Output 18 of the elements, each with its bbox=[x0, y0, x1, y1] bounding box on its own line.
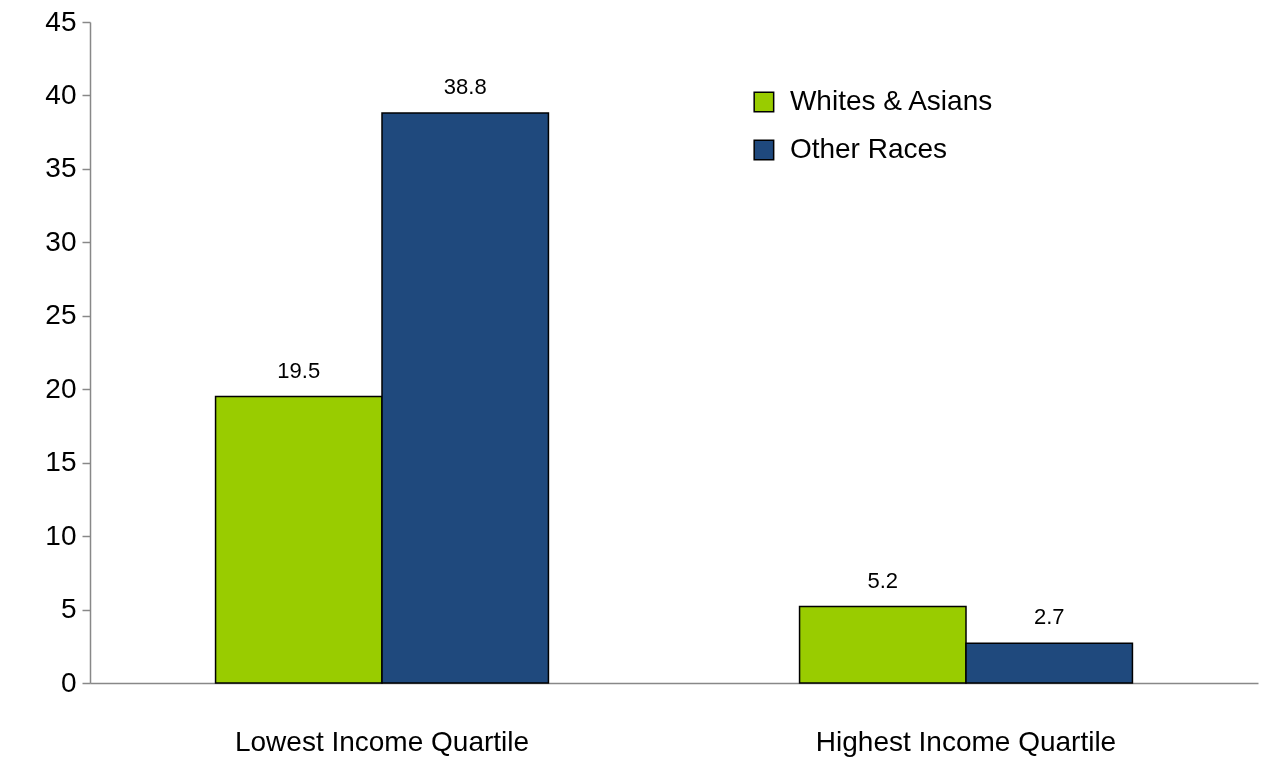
x-tick-label: Lowest Income Quartile bbox=[234, 725, 530, 757]
data-label: 19.5 bbox=[277, 357, 321, 383]
y-tick-label: 45 bbox=[45, 5, 77, 37]
y-tick-label: 35 bbox=[45, 152, 77, 184]
y-tick-label: 5 bbox=[60, 593, 77, 625]
legend-label: Whites & Asians bbox=[789, 85, 993, 117]
data-label: 5.2 bbox=[867, 567, 899, 593]
data-label: 2.7 bbox=[1033, 604, 1065, 630]
legend-label: Other Races bbox=[789, 133, 948, 165]
y-tick-label: 10 bbox=[45, 519, 77, 551]
x-tick-label: Highest Income Quartile bbox=[815, 725, 1117, 757]
y-tick-label: 25 bbox=[45, 299, 77, 331]
data-label: 38.8 bbox=[443, 74, 487, 100]
y-tick-label: 40 bbox=[45, 78, 77, 110]
y-tick-label: 30 bbox=[45, 225, 77, 257]
y-tick-label: 0 bbox=[60, 666, 77, 698]
y-tick-label: 15 bbox=[45, 446, 77, 478]
y-tick-label: 20 bbox=[45, 372, 77, 404]
